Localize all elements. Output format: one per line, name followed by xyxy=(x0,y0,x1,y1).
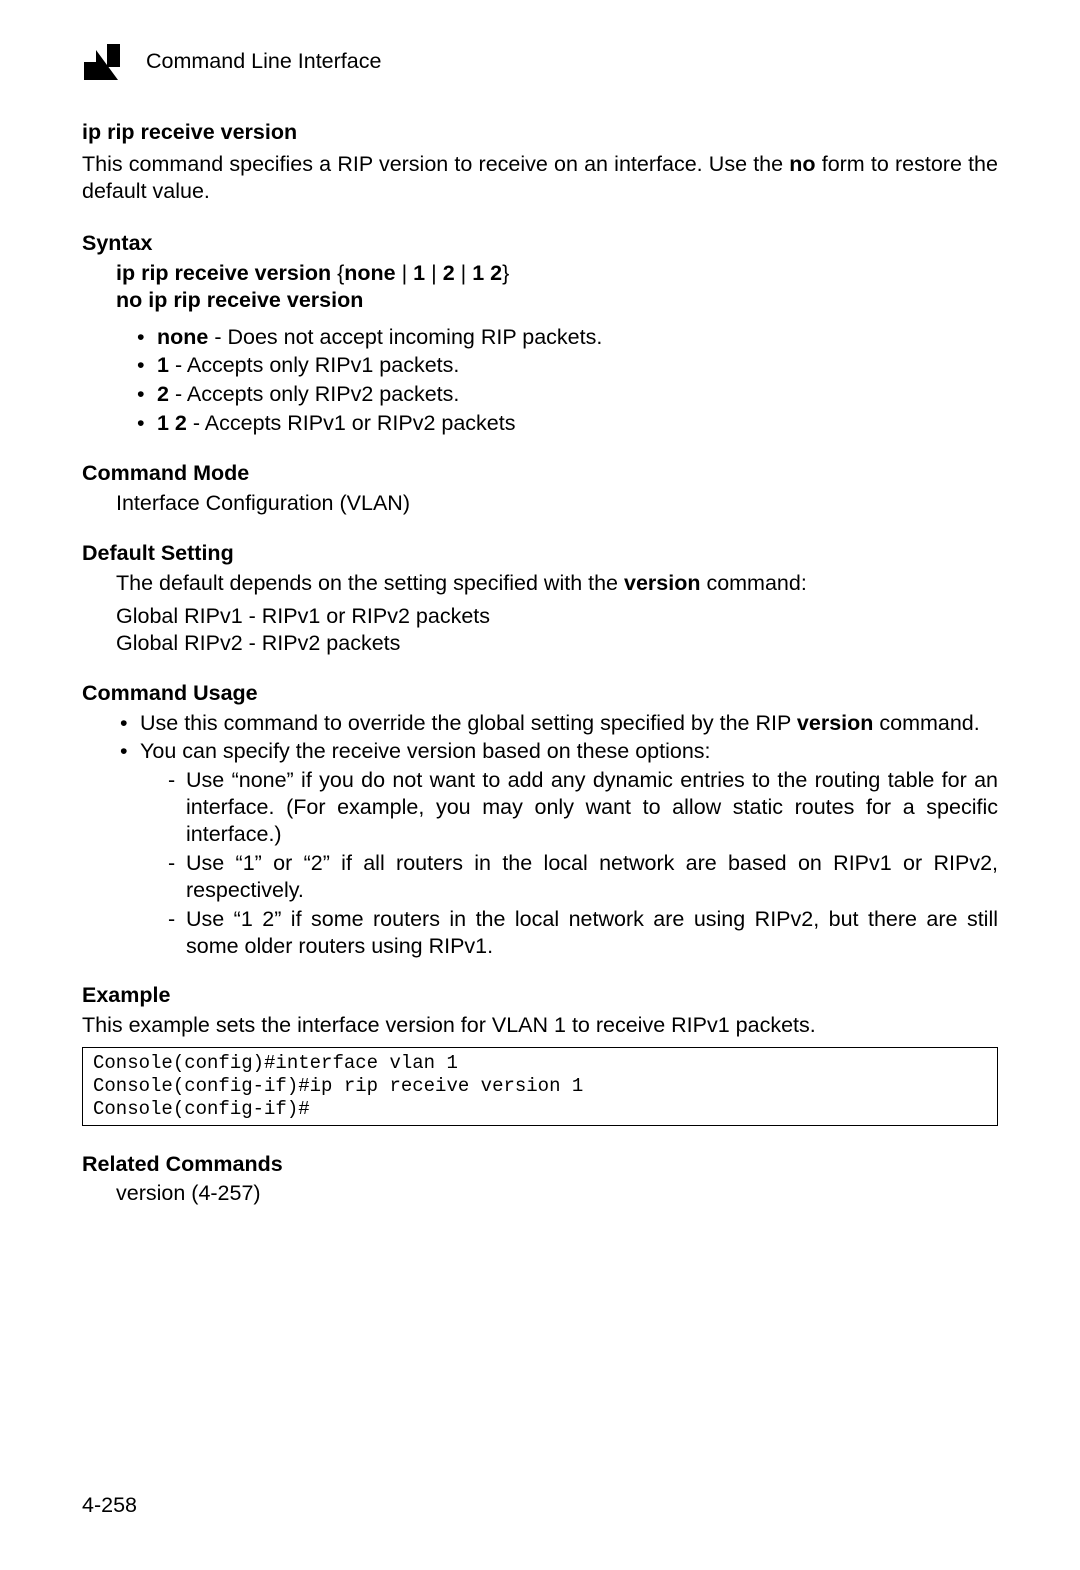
page: Command Line Interface ip rip receive ve… xyxy=(0,0,1080,1570)
command-title: ip rip receive version xyxy=(82,120,998,145)
example-heading: Example xyxy=(82,983,998,1008)
intro-text-1: This command specifies a RIP version to … xyxy=(82,152,789,176)
list-item: Use “1 2” if some routers in the local n… xyxy=(168,906,998,960)
default-line-3: Global RIPv2 - RIPv2 packets xyxy=(116,630,998,657)
page-number: 4-258 xyxy=(82,1493,137,1518)
list-item: Use “none” if you do not want to add any… xyxy=(168,767,998,848)
example-intro: This example sets the interface version … xyxy=(82,1012,998,1039)
usage-1-bold: version xyxy=(797,711,873,735)
list-item: 1 - Accepts only RIPv1 packets. xyxy=(137,352,998,379)
chapter-number-icon xyxy=(82,40,124,82)
opt-text: - Accepts only RIPv2 packets. xyxy=(169,382,459,406)
list-item: 2 - Accepts only RIPv2 packets. xyxy=(137,381,998,408)
syntax-options-list: none - Does not accept incoming RIP pack… xyxy=(82,324,998,438)
default-setting-heading: Default Setting xyxy=(82,541,998,566)
command-mode-text: Interface Configuration (VLAN) xyxy=(116,490,998,517)
syntax-block: ip rip receive version {none | 1 | 2 | 1… xyxy=(116,260,998,314)
default-post: command: xyxy=(700,571,806,595)
usage-1-pre: Use this command to override the global … xyxy=(140,711,797,735)
usage-1-post: command. xyxy=(873,711,979,735)
opt-key: 1 xyxy=(157,353,169,377)
syntax-heading: Syntax xyxy=(82,231,998,256)
syntax-opt-1: 1 xyxy=(413,261,425,285)
command-mode-heading: Command Mode xyxy=(82,461,998,486)
opt-key: 2 xyxy=(157,382,169,406)
list-item: You can specify the receive version base… xyxy=(120,738,998,959)
syntax-line-2: no ip rip receive version xyxy=(116,287,998,314)
page-header: Command Line Interface xyxy=(82,40,998,82)
intro-bold-no: no xyxy=(789,152,815,176)
syntax-sep-2: | xyxy=(425,261,443,285)
default-pre: The default depends on the setting speci… xyxy=(116,571,624,595)
header-title: Command Line Interface xyxy=(146,49,381,74)
syntax-brace-close: } xyxy=(502,261,509,285)
opt-text: - Accepts only RIPv1 packets. xyxy=(169,353,459,377)
usage-sub-list: Use “none” if you do not want to add any… xyxy=(140,767,998,959)
syntax-opt-12: 1 2 xyxy=(472,261,502,285)
list-item: Use “1” or “2” if all routers in the loc… xyxy=(168,850,998,904)
command-usage-list: Use this command to override the global … xyxy=(82,710,998,960)
syntax-line-1: ip rip receive version {none | 1 | 2 | 1… xyxy=(116,260,998,287)
usage-2-text: You can specify the receive version base… xyxy=(140,739,711,763)
default-line-1: The default depends on the setting speci… xyxy=(116,570,998,597)
syntax-brace-open: { xyxy=(331,261,344,285)
default-bold-version: version xyxy=(624,571,700,595)
list-item: none - Does not accept incoming RIP pack… xyxy=(137,324,998,351)
opt-key: 1 2 xyxy=(157,411,187,435)
syntax-opt-2: 2 xyxy=(443,261,455,285)
syntax-sep-1: | xyxy=(396,261,414,285)
opt-key: none xyxy=(157,325,208,349)
related-commands-text: version (4-257) xyxy=(116,1181,998,1206)
opt-text: - Accepts RIPv1 or RIPv2 packets xyxy=(187,411,516,435)
command-usage-heading: Command Usage xyxy=(82,681,998,706)
syntax-opt-none: none xyxy=(344,261,395,285)
list-item: 1 2 - Accepts RIPv1 or RIPv2 packets xyxy=(137,410,998,437)
intro-paragraph: This command specifies a RIP version to … xyxy=(82,151,998,205)
list-item: Use this command to override the global … xyxy=(120,710,998,737)
default-line-2: Global RIPv1 - RIPv1 or RIPv2 packets xyxy=(116,603,998,630)
syntax-cmd: ip rip receive version xyxy=(116,261,331,285)
related-commands-heading: Related Commands xyxy=(82,1152,998,1177)
default-setting-block: The default depends on the setting speci… xyxy=(116,570,998,657)
opt-text: - Does not accept incoming RIP packets. xyxy=(208,325,602,349)
syntax-sep-3: | xyxy=(455,261,473,285)
example-code-block: Console(config)#interface vlan 1 Console… xyxy=(82,1047,998,1125)
